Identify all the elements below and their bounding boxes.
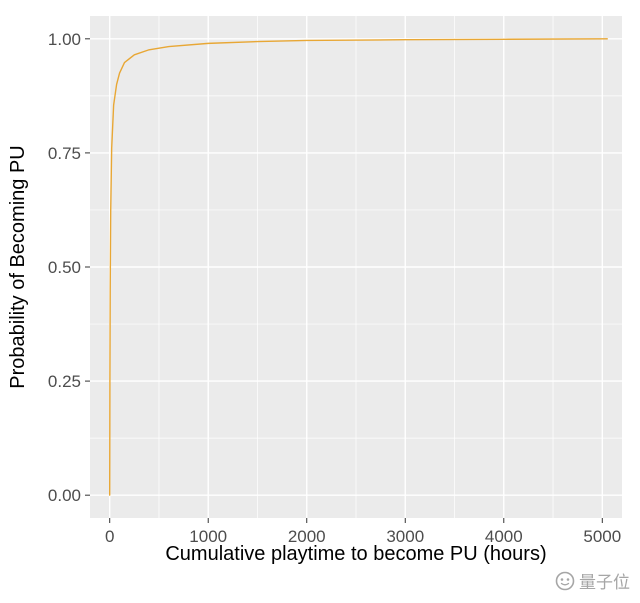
x-tick-label: 4000 xyxy=(485,527,523,546)
x-axis-title: Cumulative playtime to become PU (hours) xyxy=(165,543,546,565)
y-tick-label: 0.50 xyxy=(48,258,81,277)
tick-labels: 0 1000 2000 3000 4000 5000 0.00 0.25 0.50 0.75 1.0… xyxy=(48,30,621,546)
watermark-text: 量子位 xyxy=(579,573,630,592)
y-tick-label: 0.75 xyxy=(48,144,81,163)
x-tick-label: 5000 xyxy=(583,527,621,546)
y-tick-label: 0.25 xyxy=(48,372,81,391)
x-tick-label: 2000 xyxy=(288,527,326,546)
x-tick-label: 0 xyxy=(105,527,114,546)
x-tick-label: 1000 xyxy=(189,527,227,546)
watermark: 量子位 xyxy=(555,568,630,593)
qbitai-logo-icon xyxy=(555,571,575,591)
y-tick-label: 0.00 xyxy=(48,486,81,505)
x-tick-label: 3000 xyxy=(386,527,424,546)
y-axis-title: Probability of Becoming PU xyxy=(7,145,29,388)
cdf-curve xyxy=(109,38,608,496)
y-tick-label: 1.00 xyxy=(48,30,81,49)
axis-ticks xyxy=(85,38,603,523)
line-chart: 0 1000 2000 3000 4000 5000 0.00 0.25 0.50 0.75 1.0… xyxy=(7,16,622,565)
